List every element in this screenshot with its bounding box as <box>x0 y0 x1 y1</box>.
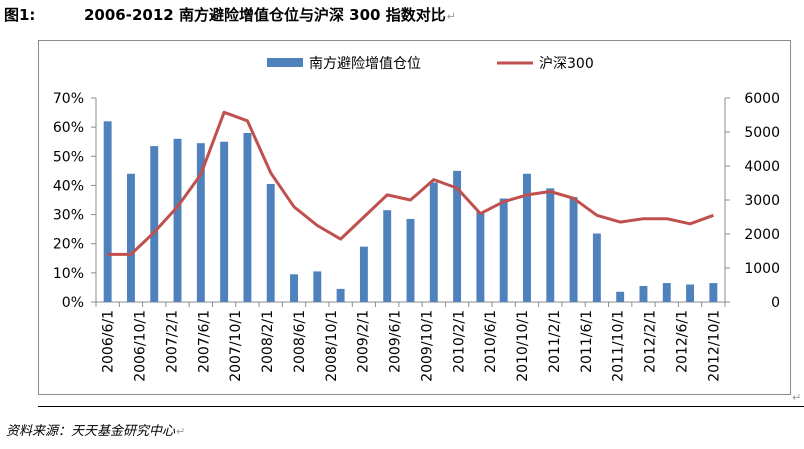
chart-legend: 南方避险增值仓位 沪深300 <box>267 56 594 72</box>
x-tick-label: 2010/6/1 <box>483 310 499 373</box>
bar <box>196 143 205 302</box>
bar <box>336 288 345 302</box>
x-tick-label: 2012/2/1 <box>643 310 659 373</box>
x-tick-label: 2007/6/1 <box>196 310 212 373</box>
return-mark-icon: ↵ <box>792 391 802 404</box>
plot-area: 0% 10% 20% 30% 40% 50% 60% 70% 0 1000 2000 3000 4000… <box>53 91 780 382</box>
figure-caption: 图1: 2006-2012 南方避险增值仓位与沪深 300 指数对比↵ <box>4 2 456 28</box>
bar <box>313 271 322 302</box>
bar <box>290 274 298 302</box>
y-left-tick-label: 70% <box>53 91 84 107</box>
y-left-tick-label: 20% <box>53 237 84 253</box>
x-tick-label: 2011/10/1 <box>611 310 627 382</box>
x-tick-label: 2008/2/1 <box>260 310 276 373</box>
bar <box>359 246 368 302</box>
figure-title: 2006-2012 南方避险增值仓位与沪深 300 指数对比 <box>84 6 446 24</box>
x-tick-label: 2011/2/1 <box>547 310 563 373</box>
line-series-hs300 <box>107 110 714 256</box>
bar <box>406 218 415 302</box>
legend-label-bar: 南方避险增值仓位 <box>309 56 421 72</box>
separator-line <box>38 406 804 407</box>
x-tick-label: 2007/2/1 <box>164 310 180 373</box>
y-right-tick-label: 5000 <box>744 125 780 141</box>
bar <box>616 291 625 302</box>
y-left-tick-label: 40% <box>53 178 84 194</box>
bar <box>569 197 578 302</box>
bar <box>243 132 252 302</box>
y-left-tick-label: 50% <box>53 149 84 165</box>
bar <box>592 233 601 302</box>
x-tick-label: 2010/10/1 <box>515 310 531 382</box>
x-tick-label: 2012/6/1 <box>674 310 690 373</box>
y-right-tick-label: 1000 <box>744 261 780 277</box>
bar <box>150 146 159 302</box>
x-tick-label: 2009/6/1 <box>388 310 404 373</box>
source-note: 资料来源：天天基金研究中心↵ <box>6 420 185 439</box>
bar <box>173 138 182 302</box>
x-tick-label: 2009/2/1 <box>356 310 372 373</box>
bar <box>476 211 485 302</box>
return-mark-icon: ↵ <box>176 425 186 438</box>
legend-label-line: 沪深300 <box>539 56 594 72</box>
bar <box>686 284 695 302</box>
y-left-tick-label: 30% <box>53 208 84 224</box>
bar <box>546 188 555 302</box>
bar <box>453 170 462 302</box>
x-tick-label: 2010/2/1 <box>451 310 467 373</box>
x-tick-label: 2008/10/1 <box>324 310 340 382</box>
legend-swatch-bar <box>267 58 303 67</box>
chart-svg: 南方避险增值仓位 沪深300 0% 10% 20% 30% 40% 50% 60% 70% 0 1… <box>53 56 780 382</box>
return-mark-icon: ↵ <box>446 10 456 23</box>
bar <box>709 283 718 302</box>
bar <box>383 210 392 302</box>
y-left-tick-label: 60% <box>53 120 84 136</box>
x-tick-label: 2011/6/1 <box>579 310 595 373</box>
figure-number: 图1: <box>4 6 36 24</box>
y-right-tick-label: 3000 <box>744 193 780 209</box>
bar <box>499 198 508 302</box>
bar <box>523 173 531 302</box>
y-right-tick-label: 2000 <box>744 227 780 243</box>
bar <box>220 141 229 302</box>
bar <box>639 285 648 302</box>
y-right-tick-label: 6000 <box>744 91 780 107</box>
bar <box>662 283 671 302</box>
y-right-tick-label: 0 <box>771 295 780 311</box>
source-text: 资料来源：天天基金研究中心 <box>6 424 176 439</box>
x-tick-label: 2008/6/1 <box>292 310 308 373</box>
bar <box>103 121 112 302</box>
y-right-tick-label: 4000 <box>744 159 780 175</box>
x-tick-label: 2009/10/1 <box>419 310 435 382</box>
chart-area: 南方避险增值仓位 沪深300 0% 10% 20% 30% 40% 50% 60% 70% 0 1… <box>38 40 791 395</box>
x-tick-label: 2012/10/1 <box>706 310 722 382</box>
bar <box>126 173 135 302</box>
y-left-tick-label: 0% <box>62 295 84 311</box>
x-tick-label: 2006/10/1 <box>133 310 149 382</box>
bar <box>266 183 275 302</box>
bar <box>429 182 438 302</box>
x-tick-label: 2007/10/1 <box>228 310 244 382</box>
y-left-tick-label: 10% <box>53 266 84 282</box>
x-tick-label: 2006/6/1 <box>101 310 117 373</box>
